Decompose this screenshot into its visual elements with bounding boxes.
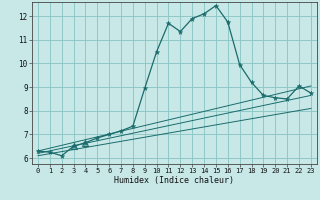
X-axis label: Humidex (Indice chaleur): Humidex (Indice chaleur) bbox=[115, 176, 234, 185]
